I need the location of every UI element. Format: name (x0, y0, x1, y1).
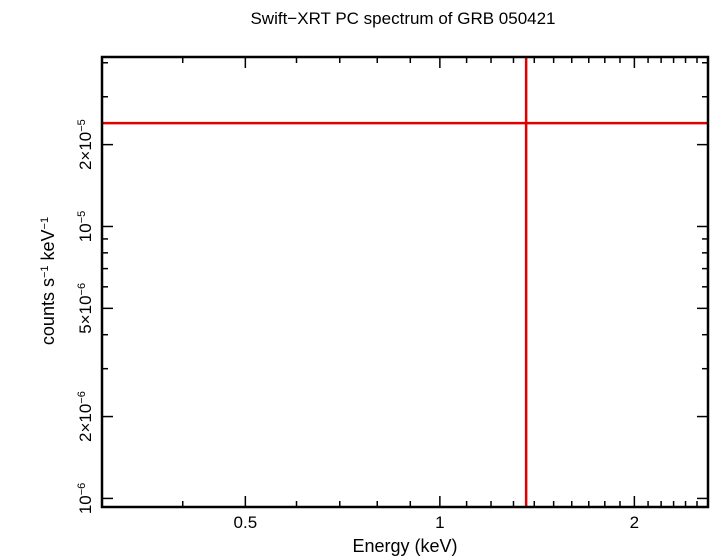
y-tick-exponent: −6 (76, 283, 88, 296)
y-tick-label: 5×10−6 (76, 283, 95, 334)
y-tick-label: 2×10−5 (76, 119, 95, 170)
y-axis-label-sup1: −1 (39, 265, 51, 278)
ticks-layer: 0.5 1 210−62×10−65×10−610−52×10−5 (76, 57, 709, 532)
y-axis-label: counts s−1 keV−1 (38, 217, 58, 345)
y-tick-mantissa: 5×10 (76, 295, 95, 333)
x-tick-label: 1 (435, 513, 444, 532)
y-tick-mantissa: 2×10 (76, 404, 95, 442)
x-tick-label: 0.5 (234, 513, 258, 532)
y-tick-base: 10 (76, 495, 95, 514)
y-axis-label-sup2: −1 (39, 217, 51, 230)
y-tick-exponent: −6 (76, 483, 88, 496)
y-tick-mantissa: 2×10 (76, 132, 95, 170)
y-tick-exponent: −5 (76, 211, 88, 224)
y-tick-label: 2×10−6 (76, 391, 95, 442)
chart-title: Swift−XRT PC spectrum of GRB 050421 (250, 9, 555, 28)
y-tick-base: 10 (76, 223, 95, 242)
plot-frame (100, 55, 710, 509)
y-axis-label-text: counts s (38, 278, 58, 345)
y-axis-label-mid: keV (38, 229, 58, 265)
y-tick-exponent: −6 (76, 391, 88, 404)
y-tick-label: 10−5 (76, 211, 95, 242)
x-axis-label: Energy (keV) (352, 536, 457, 556)
y-tick-exponent: −5 (76, 119, 88, 132)
x-tick-label: 2 (630, 513, 639, 532)
data-layer (102, 57, 708, 507)
y-tick-label: 10−6 (76, 483, 95, 514)
